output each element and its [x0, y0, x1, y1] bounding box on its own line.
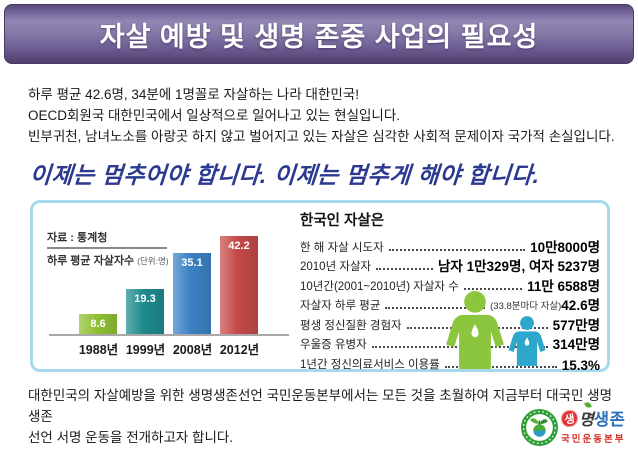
logo-brand-mid: 명 [579, 406, 594, 430]
stat-row-mental-illness: 평생 정신질환 경험자 577만명 [300, 315, 600, 335]
dotted-leader [388, 248, 526, 251]
stat-value: 314만명 [552, 337, 600, 352]
organization-logo: 생 명 생존 국민운동본부 [521, 406, 635, 448]
stat-row-2010-deaths: 2010년 자살자 남자 1만329명, 여자 5237명 [300, 257, 600, 277]
page-title: 자살 예방 및 생명 존중 사업의 필요성 [99, 21, 539, 52]
dotted-leader [463, 287, 523, 290]
emblem-seal-icon [521, 409, 558, 446]
x-tick-label: 2012년 [219, 343, 260, 357]
person-icon-large-green [446, 291, 504, 369]
bar-value-label: 19.3 [134, 293, 156, 305]
dotted-leader [444, 365, 557, 368]
x-tick-label: 1999년 [125, 343, 166, 357]
bar-value-label: 35.1 [181, 257, 203, 269]
bar-value-label: 42.2 [228, 240, 250, 252]
logo-brand-rest: 생존 [593, 411, 626, 429]
stat-label: 한 해 자살 시도자 [300, 241, 384, 254]
stat-value: 10만8000명 [530, 239, 600, 255]
stats-panel: 한국인 자살은 한 해 자살 시도자 10만8000명 2010년 자살자 남자… [300, 209, 600, 374]
chart-source-label: 자료 : 통계청 [47, 232, 108, 244]
stat-value: 15.3% [561, 357, 600, 373]
chart-axis-label: 하루 평균 자살자수 (단위:명) [47, 252, 169, 268]
bar-value-label: 8.6 [90, 318, 106, 330]
stat-note: (33.8분마다 자살) [490, 301, 562, 312]
logo-seal-character: 생 [560, 408, 580, 428]
stat-label: 1년간 정신의료서비스 이용률 [300, 358, 440, 371]
footer-paragraph: 대한민국의 자살예방을 위한 생명생존선언 국민운동본부에서는 모든 것을 초월… [28, 385, 620, 448]
chart-plot-area: 8.6 19.3 35.1 42.2 [79, 203, 267, 334]
stat-value: 42.6명 [561, 298, 600, 313]
intro-paragraph: 하루 평균 42.6명, 34분에 1명꼴로 자살하는 나라 대한민국! OEC… [28, 84, 622, 147]
stat-value: 남자 1만329명, 여자 5237명 [437, 259, 600, 274]
intro-line-1: 하루 평균 42.6명, 34분에 1명꼴로 자살하는 나라 대한민국! [28, 87, 359, 102]
stat-label: 평생 정신질환 경험자 [300, 319, 402, 332]
chart-x-labels: 1988년 1999년 2008년 2012년 [75, 339, 263, 358]
suicide-bar-chart: 자료 : 통계청 하루 평균 자살자수 (단위:명) 8.6 19.3 35.1… [33, 203, 298, 369]
stat-value: 577만명 [552, 317, 600, 333]
logo-brand-row: 생 명 생존 [560, 406, 626, 430]
chart-source-underline [47, 247, 167, 249]
logo-text-block: 생 명 생존 국민운동본부 [560, 406, 626, 445]
logo-subtitle: 국민운동본부 [561, 434, 626, 445]
chart-x-axis [49, 334, 289, 336]
chart-unit-label: (단위:명) [137, 256, 169, 266]
stat-row-service-usage: 1년간 정신의료서비스 이용률 15.3% [300, 354, 600, 374]
stat-label: 자살자 하루 평균 [300, 300, 381, 312]
bar-2012: 42.2 [220, 236, 258, 334]
chart-title: 하루 평균 자살자수 [47, 255, 135, 267]
footer-line-1: 대한민국의 자살예방을 위한 생명생존선언 국민운동본부에서는 모든 것을 초월… [28, 388, 612, 424]
stat-row-attempts: 한 해 자살 시도자 10만8000명 [300, 237, 600, 257]
title-banner: 자살 예방 및 생명 존중 사업의 필요성 [4, 4, 634, 64]
stat-row-decade-deaths: 10년간(2001~2010년) 자살자 수 11만 6588명 [300, 276, 600, 296]
stat-row-daily-average: 자살자 하루 평균 (33.8분마다 자살) 42.6명 [300, 296, 600, 316]
intro-line-2: OECD회원국 대한민국에서 일상적으로 일어나고 있는 현실입니다. [28, 108, 401, 123]
stats-title: 한국인 자살은 [300, 213, 385, 229]
stat-label: 2010년 자살자 [300, 261, 372, 273]
stat-label: 10년간(2001~2010년) 자살자 수 [300, 280, 459, 293]
dotted-leader [376, 268, 433, 270]
dotted-leader [385, 307, 486, 309]
stat-value: 11만 6588명 [527, 278, 600, 294]
bar-1988: 8.6 [79, 314, 117, 334]
intro-line-3: 빈부귀천, 남녀노소를 아랑곳 하지 않고 벌어지고 있는 자살은 심각한 사회… [28, 129, 615, 144]
x-tick-label: 2008년 [172, 343, 213, 357]
bar-1999: 19.3 [126, 289, 164, 334]
bar-2008: 35.1 [173, 253, 211, 334]
stat-label: 우울증 유병자 [300, 339, 367, 351]
x-tick-label: 1988년 [78, 343, 119, 357]
statistics-box: 자료 : 통계청 하루 평균 자살자수 (단위:명) 8.6 19.3 35.1… [30, 200, 610, 374]
footer-line-2: 선언 서명 운동을 전개하고자 합니다. [28, 430, 234, 445]
person-icon-small-blue [508, 316, 546, 366]
handwritten-slogan: 이제는 멈추어야 합니다. 이제는 멈추게 해야 합니다. [28, 162, 541, 188]
